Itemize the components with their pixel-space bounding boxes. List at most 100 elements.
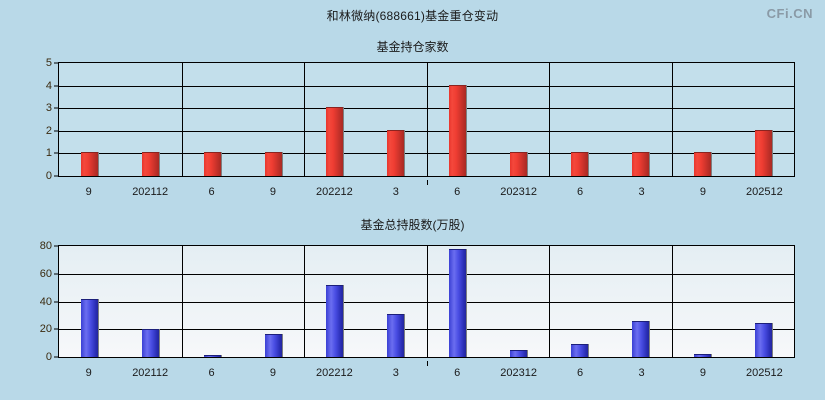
x-axis-tick-label: 9	[58, 180, 428, 198]
y-axis-tick-mark	[54, 356, 59, 358]
bar-slot	[610, 63, 671, 176]
bar-202212-4[interactable]	[326, 285, 344, 357]
bar-6-2[interactable]	[203, 152, 221, 176]
bar-series	[59, 246, 794, 357]
gridline-vertical	[426, 63, 428, 176]
bar-3-5[interactable]	[387, 314, 405, 357]
bar-202312-7[interactable]	[509, 152, 527, 176]
x-axis-tick-label: 9	[242, 361, 428, 379]
bar-3-9[interactable]	[632, 152, 650, 176]
x-axis-tick-label: 3	[426, 180, 672, 198]
bar-9-10[interactable]	[693, 152, 711, 176]
y-axis-tick-label: 40	[39, 295, 52, 308]
x-axis-total-shares: 9 202112 6 9 202212 3 6 202312 6 3 9 202512	[58, 361, 795, 379]
x-axis-tick-label: 6	[426, 361, 488, 379]
bar-slot	[488, 246, 549, 357]
bar-202112-1[interactable]	[142, 152, 160, 176]
bar-slot	[488, 63, 549, 176]
y-axis-tick-mark	[54, 175, 59, 177]
bar-slot	[182, 63, 243, 176]
y-axis-tick-mark	[54, 245, 59, 247]
bar-slot	[733, 63, 794, 176]
chart-holdings-count: 0 1 2 3 4 5	[46, 57, 795, 182]
bar-6-6[interactable]	[448, 84, 466, 176]
x-axis-tick-mark	[426, 361, 428, 366]
y-axis-tick-label: 0	[45, 351, 52, 363]
gridline-vertical	[181, 63, 183, 176]
y-axis-tick-label: 2	[45, 124, 52, 137]
bar-slot	[733, 246, 794, 357]
page-title: 和林微纳(688661)基金重仓变动	[326, 9, 499, 23]
bar-6-8[interactable]	[571, 152, 589, 176]
bar-202512-11[interactable]	[754, 322, 772, 357]
x-axis-tick-label: 9	[58, 361, 428, 379]
bar-9-0[interactable]	[81, 299, 99, 357]
gridline-vertical	[181, 246, 183, 357]
bar-6-2[interactable]	[203, 354, 221, 357]
x-axis-tick-label: 6	[426, 180, 610, 198]
bar-slot	[610, 246, 671, 357]
bar-slot	[365, 63, 426, 176]
bar-slot	[549, 246, 610, 357]
bar-slot	[243, 246, 304, 357]
y-axis-tick-mark	[54, 152, 59, 154]
y-axis-tick-mark	[54, 273, 59, 275]
gridline-vertical	[549, 63, 550, 176]
gridline-vertical	[304, 63, 305, 176]
gridline-vertical	[304, 246, 305, 357]
x-axis-tick-label: 6	[426, 361, 610, 379]
bar-9-3[interactable]	[264, 152, 282, 176]
chart-total-shares: 0 20 40 60 80	[40, 240, 795, 363]
y-axis-tick-label: 0	[45, 170, 52, 182]
y-axis-tick-mark	[54, 301, 59, 302]
y-axis-tick-mark	[54, 62, 59, 64]
bar-series	[59, 63, 794, 176]
bar-202112-1[interactable]	[142, 328, 160, 357]
x-axis-tick-label: 6	[181, 361, 428, 379]
bar-202512-11[interactable]	[754, 129, 772, 176]
y-axis-tick-mark	[54, 130, 59, 132]
gridline-vertical	[671, 246, 673, 357]
y-axis-tick-label: 5	[45, 57, 52, 69]
plot-area-total-shares: 0 20 40 60 80	[40, 240, 795, 363]
x-axis-tick-label: 3	[365, 361, 428, 379]
bar-6-6[interactable]	[448, 249, 466, 357]
x-axis-tick-label: 3	[365, 180, 428, 198]
gridline-vertical	[426, 246, 428, 357]
y-axis-tick-label: 1	[45, 147, 52, 160]
bar-slot	[182, 246, 243, 357]
bar-202312-7[interactable]	[509, 350, 527, 357]
x-axis-tick-label: 6	[181, 180, 428, 198]
bar-9-3[interactable]	[264, 333, 282, 357]
x-axis-holdings-count: 9 202112 6 9 202212 3 6 202312 6 3 9 202512	[58, 180, 795, 198]
bar-6-8[interactable]	[571, 343, 589, 357]
bar-slot	[304, 63, 365, 176]
y-axis-tick-mark	[54, 107, 59, 109]
bar-slot	[120, 246, 181, 357]
watermark-label: CFi.CN	[766, 6, 813, 21]
y-axis-tick-mark	[54, 328, 59, 330]
plot-area-holdings-count: 0 1 2 3 4 5	[46, 57, 795, 182]
x-axis-tick-label: 202512	[426, 361, 795, 379]
y-axis-tick-label: 3	[45, 102, 52, 115]
chart-title-holdings-count: 基金持仓家数	[376, 40, 449, 54]
bar-9-10[interactable]	[693, 353, 711, 357]
gridline-vertical	[671, 63, 673, 176]
x-axis-tick-label: 202112	[119, 361, 428, 379]
x-axis-tick-label: 3	[426, 361, 672, 379]
x-axis-tick-label: 9	[242, 180, 428, 198]
x-axis-tick-label: 202512	[426, 180, 795, 198]
y-axis-tick-label: 60	[39, 267, 52, 280]
bar-9-0[interactable]	[81, 152, 99, 176]
bar-202212-4[interactable]	[326, 107, 344, 176]
x-axis-tick-label: 202212	[304, 180, 428, 198]
bar-slot	[365, 246, 426, 357]
x-axis-tick-label: 202312	[426, 361, 549, 379]
x-axis-tick-label: 9	[426, 180, 733, 198]
bar-slot	[59, 246, 120, 357]
bar-3-9[interactable]	[632, 321, 650, 357]
y-axis-tick-mark	[54, 85, 59, 87]
bar-3-5[interactable]	[387, 129, 405, 176]
bar-slot	[672, 63, 733, 176]
